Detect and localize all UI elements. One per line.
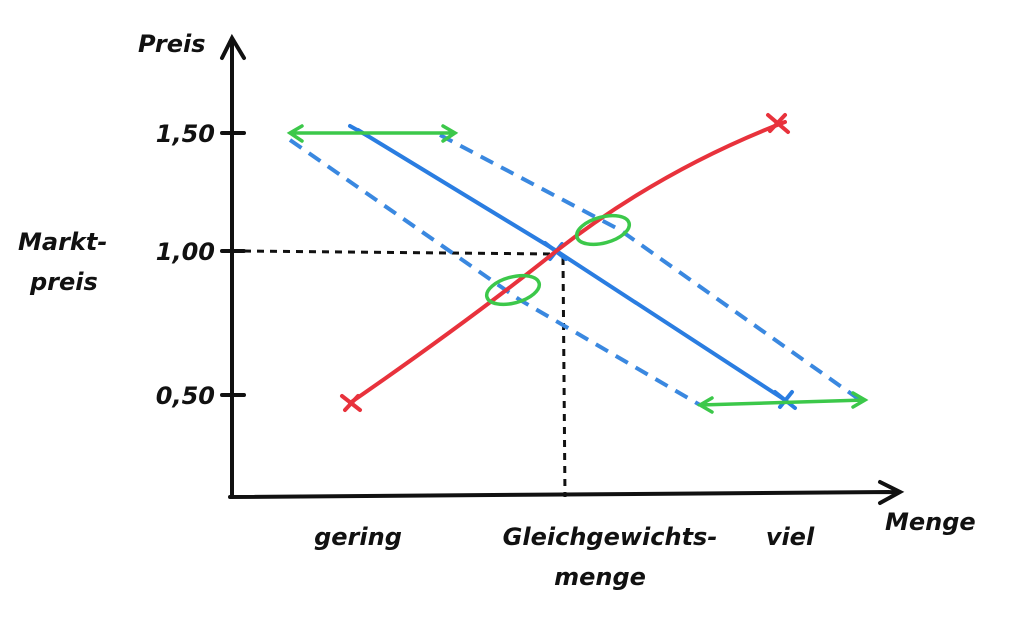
y-tick-label: 0,50 bbox=[156, 382, 215, 410]
supply-marks bbox=[340, 113, 790, 412]
tick-marks bbox=[220, 131, 246, 397]
annotation: preis bbox=[29, 268, 98, 296]
new-equilibrium-high bbox=[574, 213, 632, 247]
demand-curve bbox=[356, 128, 787, 402]
shift-arrow-top bbox=[286, 124, 459, 143]
quantity-guide bbox=[561, 257, 567, 498]
x-label: menge bbox=[554, 563, 646, 591]
y-axis bbox=[220, 33, 246, 499]
x-label: gering bbox=[314, 523, 402, 551]
demand-marks bbox=[348, 124, 797, 410]
annotation: Markt- bbox=[18, 228, 107, 256]
y-axis-label: Preis bbox=[138, 30, 205, 58]
demand-shift-right bbox=[439, 133, 862, 402]
supply-curve bbox=[348, 120, 787, 405]
new-equilibrium-low bbox=[484, 273, 542, 307]
x-label: viel bbox=[766, 523, 815, 551]
shift-arrow-bottom bbox=[696, 391, 869, 414]
x-label: Gleichgewichts- bbox=[503, 523, 718, 551]
demand-shift-left bbox=[288, 138, 702, 407]
y-tick-label: 1,00 bbox=[156, 238, 215, 266]
x-axis-label: Menge bbox=[885, 508, 976, 536]
axes bbox=[220, 33, 905, 505]
price-guide bbox=[243, 249, 557, 256]
y-tick-label: 1,50 bbox=[156, 120, 215, 148]
